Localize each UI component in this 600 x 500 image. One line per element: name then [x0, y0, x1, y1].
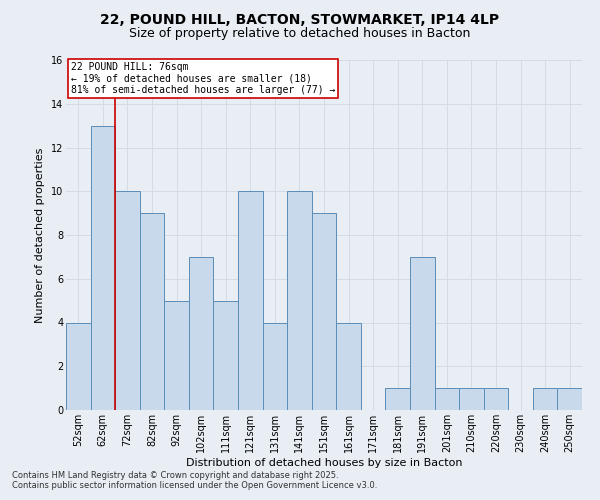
- Bar: [484, 388, 508, 410]
- Text: Size of property relative to detached houses in Bacton: Size of property relative to detached ho…: [130, 28, 470, 40]
- Bar: [115, 191, 140, 410]
- Bar: [91, 126, 115, 410]
- Text: Contains HM Land Registry data © Crown copyright and database right 2025.
Contai: Contains HM Land Registry data © Crown c…: [12, 470, 377, 490]
- Bar: [214, 300, 238, 410]
- Bar: [385, 388, 410, 410]
- Bar: [164, 300, 189, 410]
- Bar: [336, 322, 361, 410]
- Bar: [557, 388, 582, 410]
- Bar: [238, 191, 263, 410]
- Bar: [533, 388, 557, 410]
- Bar: [459, 388, 484, 410]
- Bar: [434, 388, 459, 410]
- Bar: [66, 322, 91, 410]
- Bar: [140, 213, 164, 410]
- Bar: [287, 191, 312, 410]
- Bar: [410, 257, 434, 410]
- Y-axis label: Number of detached properties: Number of detached properties: [35, 148, 45, 322]
- Bar: [189, 257, 214, 410]
- Bar: [312, 213, 336, 410]
- Text: 22 POUND HILL: 76sqm
← 19% of detached houses are smaller (18)
81% of semi-detac: 22 POUND HILL: 76sqm ← 19% of detached h…: [71, 62, 335, 95]
- X-axis label: Distribution of detached houses by size in Bacton: Distribution of detached houses by size …: [186, 458, 462, 468]
- Text: 22, POUND HILL, BACTON, STOWMARKET, IP14 4LP: 22, POUND HILL, BACTON, STOWMARKET, IP14…: [100, 12, 500, 26]
- Bar: [263, 322, 287, 410]
